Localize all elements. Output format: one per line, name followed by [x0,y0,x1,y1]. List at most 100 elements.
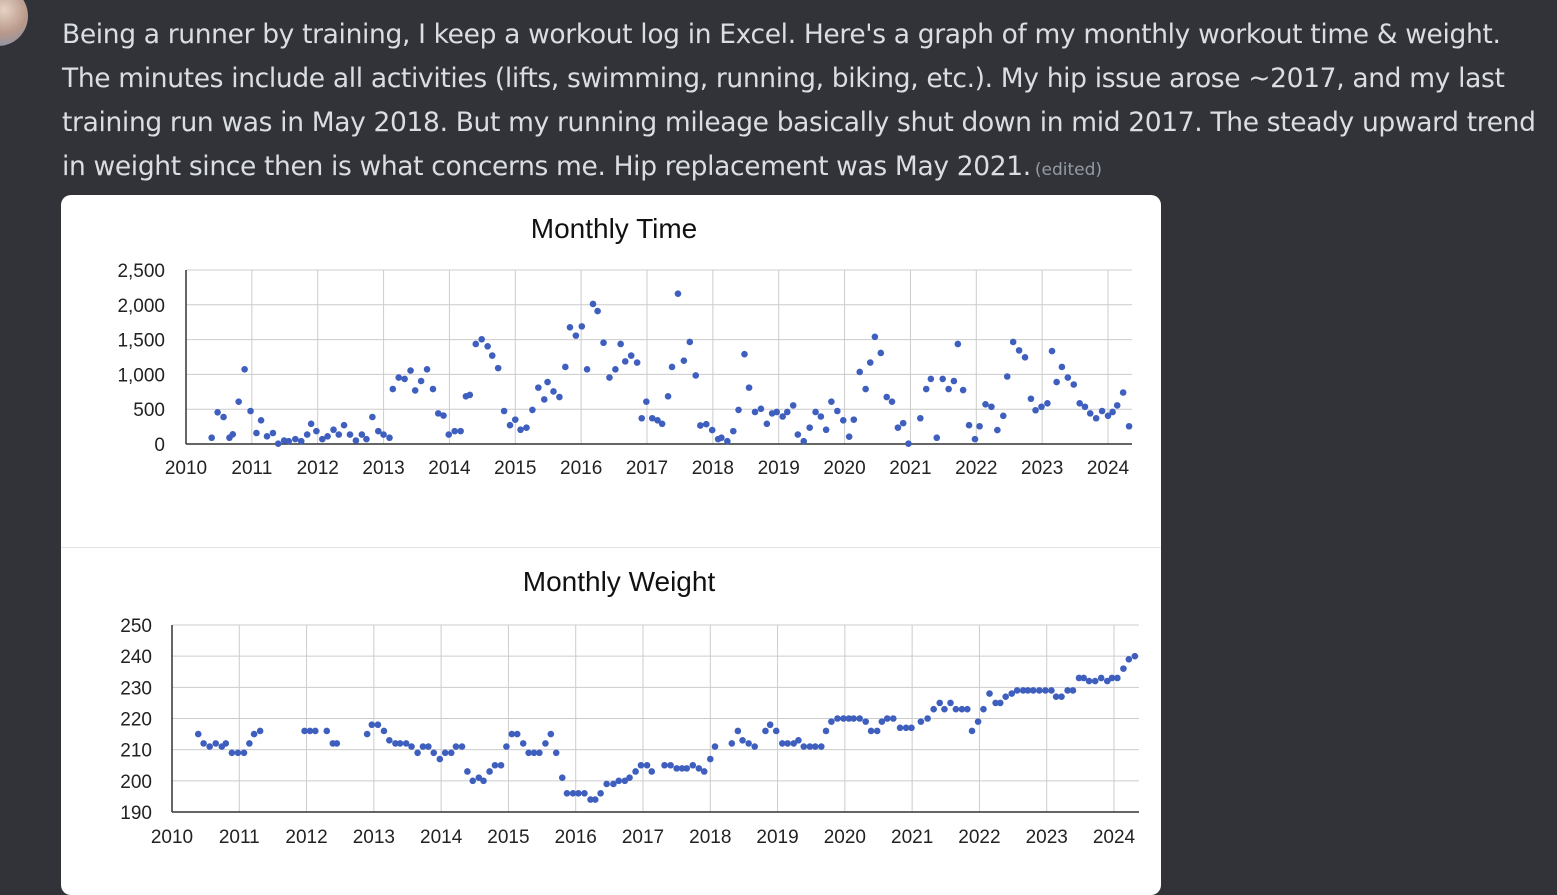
data-point [340,421,348,429]
data-point [772,727,780,735]
data-point [762,727,769,735]
data-point [519,740,527,747]
data-point [856,715,863,722]
data-point [591,796,599,803]
data-point [375,427,382,435]
data-point [638,414,646,422]
data-point [812,408,819,416]
data-point [718,434,725,442]
data-point [908,724,915,732]
data-point [480,777,487,785]
data-point [240,749,248,757]
data-point [440,412,447,419]
data-point [779,413,786,420]
data-point [971,435,979,443]
data-point [1038,403,1045,411]
x-tick-label: 2021 [889,458,931,479]
data-point [794,431,802,438]
data-point [686,338,694,346]
data-point [1009,338,1017,346]
data-point [513,730,521,738]
data-point [741,350,748,358]
data-point [517,426,524,434]
data-point [566,323,574,331]
data-point [734,727,742,735]
data-point [220,413,227,421]
data-point [374,721,382,729]
data-point [1021,354,1029,361]
data-point [729,427,737,435]
chart-image-attachment[interactable] [61,195,1161,895]
data-point [457,427,464,435]
data-point [643,761,651,769]
data-point [229,431,237,438]
data-point [745,384,753,391]
data-point [828,398,835,405]
data-point [695,765,703,772]
data-point [352,437,360,444]
x-tick-label: 2019 [758,458,800,479]
data-point [751,743,758,750]
data-point [818,743,825,750]
x-tick-label: 2010 [165,458,207,479]
data-point [773,408,781,416]
data-point [667,761,674,769]
data-point [883,393,891,401]
data-point [1044,399,1051,407]
data-point [414,749,421,757]
data-point [976,422,983,430]
y-tick-label: 2,000 [117,296,165,317]
data-point [678,765,686,772]
data-point [452,743,460,750]
data-point [285,437,293,445]
data-point [380,727,388,735]
data-point [386,434,393,442]
data-point [1125,422,1133,430]
data-point [873,727,881,735]
data-point [800,743,808,750]
data-point [222,740,230,747]
data-point [1120,665,1127,672]
data-point [996,699,1004,707]
data-point [612,366,619,373]
data-point [632,768,639,775]
data-point [306,727,314,735]
data-point [530,749,538,757]
y-tick-label: 200 [120,772,152,793]
data-point [466,391,474,399]
data-point [1080,674,1088,682]
data-point [965,421,973,429]
data-point [594,307,601,315]
data-point [673,765,680,772]
data-point [959,386,967,394]
data-point [840,715,847,722]
data-point [1097,674,1105,682]
data-point [1125,655,1133,663]
x-tick-label: 2020 [823,458,865,479]
data-point [621,777,629,785]
data-point [1015,347,1023,354]
data-point [674,290,682,297]
data-point [235,398,242,405]
x-tick-label: 2018 [692,458,734,479]
data-point [1048,687,1055,694]
data-point [497,761,505,769]
data-point [363,730,371,738]
data-point [867,727,875,735]
data-point [905,440,912,447]
data-point [766,721,774,729]
y-tick-label: 1,500 [117,331,165,352]
data-point [241,366,248,373]
y-tick-label: 1,000 [117,365,165,386]
y-tick-label: 0 [154,435,165,456]
data-point [626,774,633,782]
data-point [369,413,376,421]
data-point [924,715,931,722]
y-tick-label: 220 [120,710,152,731]
data-point [968,727,976,735]
data-point [894,424,902,431]
data-point [745,740,752,747]
data-point [800,437,808,445]
data-point [1002,693,1009,700]
data-point [1013,687,1021,694]
